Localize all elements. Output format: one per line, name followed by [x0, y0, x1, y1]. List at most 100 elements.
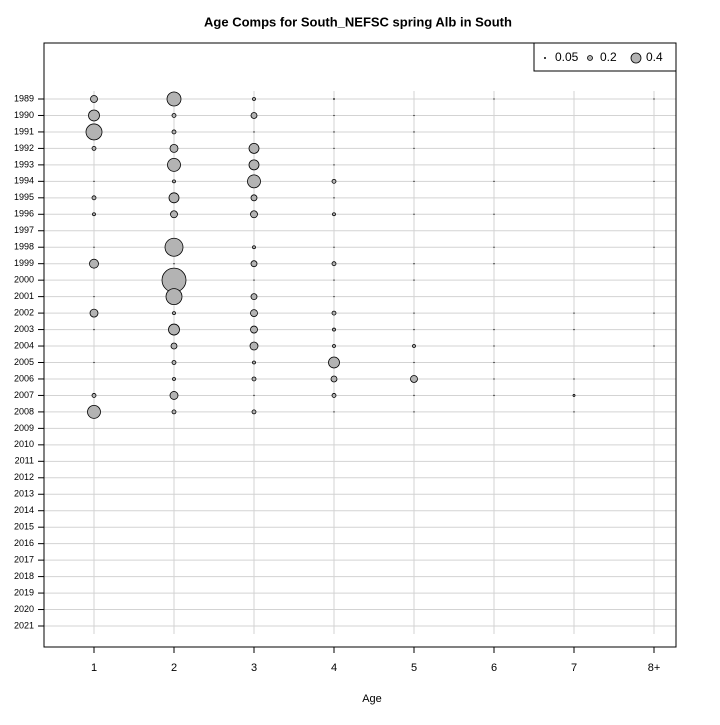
y-tick-label: 2012 — [14, 472, 34, 482]
bubble — [249, 341, 259, 351]
bubble — [250, 293, 258, 301]
bubble — [413, 279, 415, 281]
y-tick-label: 2016 — [14, 538, 34, 548]
bubble — [250, 112, 258, 119]
bubble — [93, 361, 95, 364]
bubble — [169, 144, 179, 153]
bubble — [493, 213, 495, 215]
bubble — [250, 210, 258, 219]
legend — [533, 42, 677, 72]
bubble — [653, 312, 655, 314]
bubble — [413, 312, 415, 314]
legend-label: 0.05 — [555, 50, 579, 64]
bubble — [493, 246, 495, 248]
bubble — [653, 98, 655, 100]
bubble — [250, 309, 258, 317]
bubble — [493, 394, 495, 397]
bubble — [252, 245, 256, 250]
y-tick-label: 1991 — [14, 126, 34, 136]
bubble — [328, 356, 340, 369]
bubble — [653, 345, 655, 347]
y-tick-label: 2001 — [14, 291, 34, 301]
x-tick-label: 1 — [91, 662, 97, 674]
x-tick-label: 2 — [171, 662, 177, 674]
bubble — [412, 344, 416, 348]
bubble — [413, 361, 415, 364]
bubble — [88, 109, 100, 122]
bubble — [653, 147, 655, 150]
bubble — [172, 311, 176, 315]
bubble — [91, 393, 97, 398]
bubble — [332, 344, 336, 348]
y-tick-label: 1990 — [14, 110, 34, 120]
legend-bubble — [543, 56, 547, 60]
y-tick-label: 1992 — [14, 143, 34, 153]
legend-bubble — [630, 52, 642, 64]
y-tick-label: 2018 — [14, 571, 34, 581]
y-tick-label: 2007 — [14, 390, 34, 400]
bubble — [169, 391, 179, 400]
bubble — [93, 328, 95, 331]
bubble — [333, 411, 335, 413]
x-axis-label: Age — [362, 693, 382, 705]
chart-title: Age Comps for South_NEFSC spring Alb in … — [204, 14, 512, 29]
x-tick-label: 5 — [411, 662, 417, 674]
bubble — [91, 146, 97, 151]
y-tick-label: 2013 — [14, 489, 34, 499]
bubble — [172, 179, 176, 184]
bubble — [248, 159, 260, 171]
bubble — [251, 376, 257, 382]
bubble — [331, 261, 337, 267]
y-tick-label: 1993 — [14, 159, 34, 169]
bubble — [331, 178, 337, 184]
bubble — [653, 246, 655, 248]
legend-bubble — [587, 55, 593, 61]
bubble — [330, 375, 338, 383]
bubble — [573, 411, 575, 413]
bubble — [89, 258, 99, 269]
bubble — [251, 409, 257, 415]
y-tick-label: 2021 — [14, 620, 34, 630]
y-tick-label: 2009 — [14, 423, 34, 433]
bubble — [173, 263, 175, 265]
bubble — [333, 147, 335, 150]
bubble — [165, 288, 183, 306]
y-tick-label: 2014 — [14, 505, 34, 515]
bubble — [89, 308, 99, 318]
y-tick-label: 2006 — [14, 373, 34, 383]
legend-label: 0.4 — [646, 50, 663, 64]
bubble — [172, 377, 176, 381]
bubble — [91, 195, 97, 201]
bubble — [493, 345, 495, 347]
bubble — [413, 147, 415, 150]
y-tick-label: 1994 — [14, 176, 34, 186]
y-tick-label: 2019 — [14, 587, 34, 597]
bubble — [413, 411, 415, 413]
bubble — [171, 409, 177, 415]
bubble — [410, 375, 418, 383]
bubble — [253, 279, 255, 281]
bubble — [331, 310, 337, 316]
y-tick-label: 2015 — [14, 522, 34, 532]
bubble — [413, 180, 415, 182]
bubble — [253, 394, 255, 397]
bubble — [413, 328, 415, 331]
bubble — [247, 174, 261, 189]
y-tick-label: 2011 — [15, 456, 34, 466]
bubble — [333, 131, 335, 133]
y-tick-label: 1995 — [14, 192, 34, 202]
y-tick-label: 1997 — [14, 225, 34, 235]
bubble — [333, 197, 335, 199]
x-tick-label: 6 — [491, 662, 497, 674]
bubble — [413, 131, 415, 133]
bubble — [92, 212, 96, 217]
bubble — [250, 194, 258, 202]
bubble — [573, 312, 575, 314]
plot-frame — [43, 42, 677, 648]
y-tick-label: 2000 — [14, 275, 34, 285]
bubble — [252, 360, 256, 365]
bubble — [250, 260, 258, 268]
bubble — [167, 157, 181, 172]
